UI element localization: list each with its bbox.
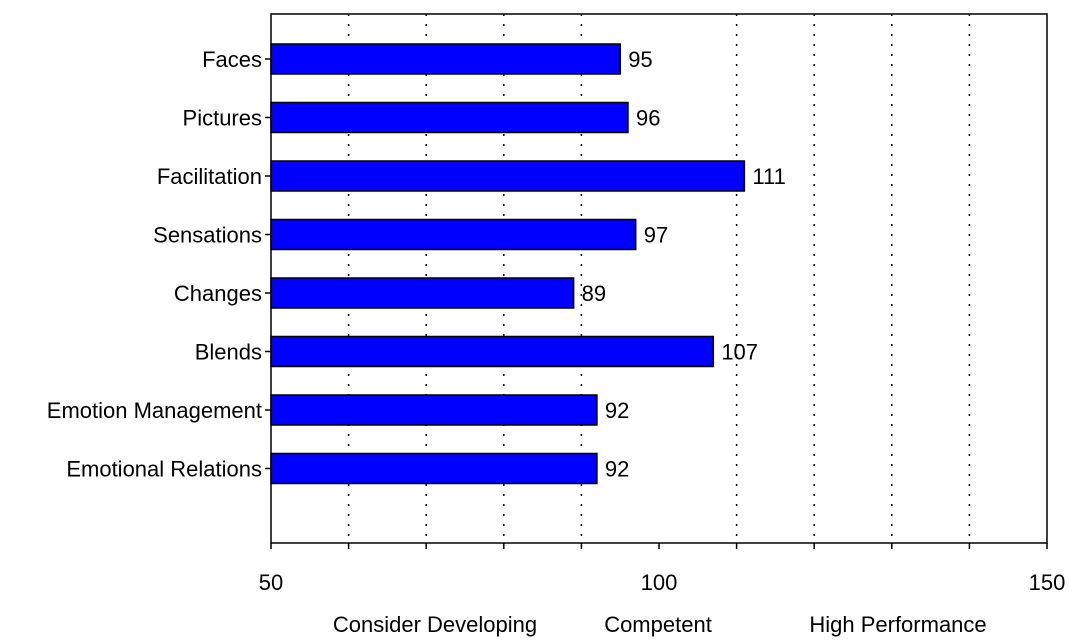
category-label: Changes: [174, 281, 262, 306]
bar: [270, 101, 629, 134]
category-label: Sensations: [153, 223, 262, 248]
data-label: 95: [628, 47, 652, 72]
zone-label: High Performance: [809, 612, 986, 637]
x-tick-label: 100: [641, 570, 678, 595]
bar: [270, 277, 575, 309]
labels: 50 100 150 Faces 95 Pictures 96 Facilitation 111…: [47, 47, 1066, 637]
bars: [270, 43, 746, 485]
x-tick-label: 150: [1029, 570, 1066, 595]
bar: [270, 335, 715, 368]
axis-ticks: [265, 58, 1048, 549]
data-label: 111: [752, 164, 785, 189]
data-label: 96: [636, 106, 660, 131]
category-label: Pictures: [183, 106, 262, 131]
zone-label: Consider Developing: [333, 612, 537, 637]
bar: [270, 43, 621, 75]
category-label: Faces: [202, 47, 262, 72]
zone-label: Competent: [604, 612, 712, 637]
category-label: Facilitation: [157, 164, 262, 189]
bar: [270, 394, 598, 426]
data-label: 107: [721, 340, 758, 365]
category-label: Emotion Management: [47, 398, 262, 423]
data-label: 97: [644, 223, 668, 248]
data-label: 89: [582, 281, 606, 306]
data-label: 92: [605, 457, 629, 482]
data-label: 92: [605, 398, 629, 423]
x-tick-label: 50: [259, 570, 283, 595]
bar: [270, 160, 746, 192]
bar: [270, 452, 598, 485]
category-label: Emotional Relations: [66, 457, 262, 482]
bar: [270, 218, 637, 251]
category-label: Blends: [195, 340, 262, 365]
